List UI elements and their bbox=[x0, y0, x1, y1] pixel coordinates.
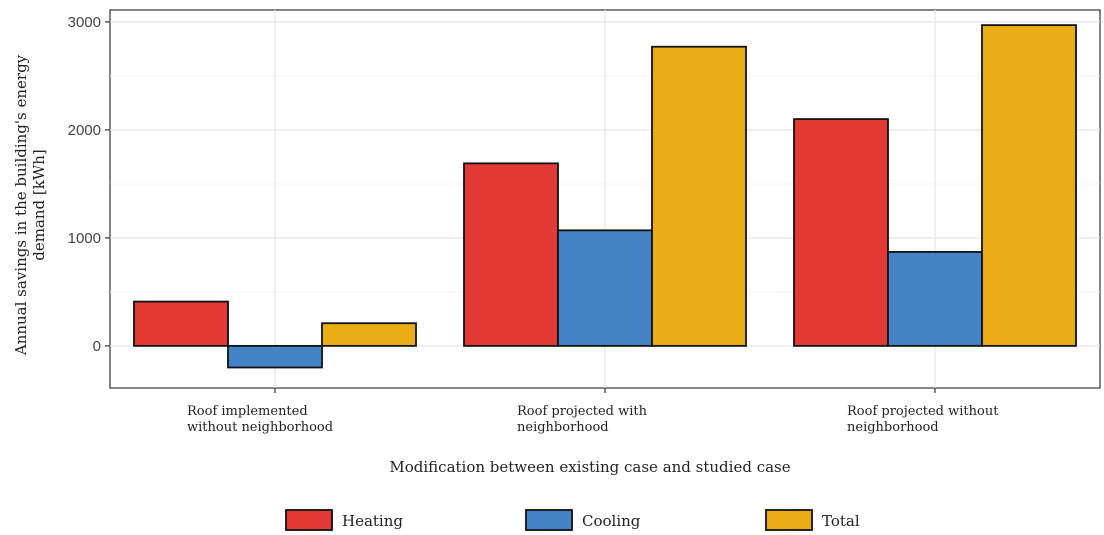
legend: Heating Cooling Total bbox=[285, 509, 860, 531]
legend-label-cooling: Cooling bbox=[582, 512, 641, 530]
legend-label-heating: Heating bbox=[342, 512, 403, 530]
bar-total bbox=[981, 24, 1077, 347]
y-tick-label: 3000 bbox=[68, 14, 101, 31]
bar-heating bbox=[463, 162, 559, 347]
y-tick-label: 1000 bbox=[68, 230, 101, 247]
x-axis-title: Modification between existing case and s… bbox=[389, 458, 790, 476]
x-tick-label: Roof projected without neighborhood bbox=[847, 404, 999, 435]
x-axis: Roof implemented without neighborhood Roof… bbox=[187, 388, 999, 435]
legend-swatch-cooling bbox=[525, 509, 573, 531]
x-tick-label: Roof projected with neighborhood bbox=[517, 404, 648, 435]
bar-heating bbox=[133, 300, 229, 347]
bar-group bbox=[133, 24, 1077, 369]
bar-cooling bbox=[887, 251, 983, 347]
bar-total bbox=[651, 45, 747, 347]
bar-heating bbox=[793, 118, 889, 347]
legend-swatch-heating bbox=[285, 509, 333, 531]
x-tick-label: Roof implemented without neighborhood bbox=[187, 404, 333, 435]
bar-total bbox=[321, 322, 417, 347]
y-axis: 0 1000 2000 3000 bbox=[68, 14, 110, 355]
y-axis-title: Annual savings in the building's energyd… bbox=[12, 54, 48, 356]
y-tick-label: 0 bbox=[93, 338, 101, 355]
y-tick-label: 2000 bbox=[68, 122, 101, 139]
legend-swatch-total bbox=[765, 509, 813, 531]
bar-cooling bbox=[227, 344, 323, 369]
legend-label-total: Total bbox=[822, 512, 860, 530]
bar-cooling bbox=[557, 229, 653, 347]
